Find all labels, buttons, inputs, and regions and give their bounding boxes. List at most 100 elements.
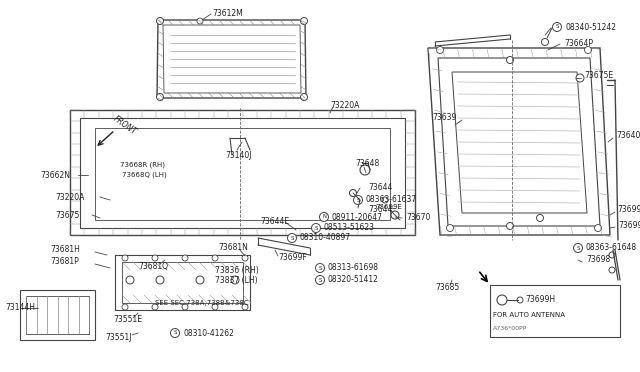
Circle shape bbox=[126, 276, 134, 284]
Circle shape bbox=[506, 57, 513, 64]
Circle shape bbox=[242, 255, 248, 261]
Text: S: S bbox=[291, 235, 294, 241]
Circle shape bbox=[576, 74, 584, 82]
Circle shape bbox=[122, 255, 128, 261]
Circle shape bbox=[301, 93, 307, 100]
Text: S: S bbox=[356, 198, 360, 202]
Circle shape bbox=[436, 46, 444, 54]
Circle shape bbox=[242, 304, 248, 310]
Text: S: S bbox=[318, 266, 322, 270]
Circle shape bbox=[517, 297, 523, 303]
Circle shape bbox=[353, 196, 362, 205]
Circle shape bbox=[573, 244, 582, 253]
Circle shape bbox=[182, 304, 188, 310]
Circle shape bbox=[152, 304, 158, 310]
Text: 73664P: 73664P bbox=[564, 38, 593, 48]
Circle shape bbox=[157, 93, 163, 100]
Circle shape bbox=[316, 276, 324, 285]
Circle shape bbox=[312, 224, 321, 232]
Circle shape bbox=[552, 22, 561, 32]
Text: FOR AUTO ANTENNA: FOR AUTO ANTENNA bbox=[493, 312, 565, 318]
Text: A736*00PP: A736*00PP bbox=[493, 326, 527, 330]
Text: 73612M: 73612M bbox=[212, 10, 243, 19]
Text: S: S bbox=[173, 330, 177, 336]
Text: 73648: 73648 bbox=[355, 158, 380, 167]
Circle shape bbox=[182, 255, 188, 261]
Text: 73220A: 73220A bbox=[55, 192, 84, 202]
Text: 08911-20647: 08911-20647 bbox=[332, 212, 383, 221]
Text: 73668R (RH): 73668R (RH) bbox=[120, 162, 165, 168]
Text: 73681N: 73681N bbox=[218, 244, 248, 253]
Text: 73220A: 73220A bbox=[330, 100, 360, 109]
Text: S: S bbox=[556, 25, 559, 29]
Text: 08513-51623: 08513-51623 bbox=[324, 224, 375, 232]
Circle shape bbox=[360, 165, 370, 175]
Circle shape bbox=[197, 18, 203, 24]
Text: 73837 (LH): 73837 (LH) bbox=[215, 276, 258, 285]
Text: 73662N: 73662N bbox=[40, 170, 70, 180]
Circle shape bbox=[447, 224, 454, 231]
Circle shape bbox=[231, 276, 239, 284]
Text: S: S bbox=[576, 246, 580, 250]
Text: 73668Q (LH): 73668Q (LH) bbox=[122, 172, 167, 178]
Circle shape bbox=[170, 328, 179, 337]
Circle shape bbox=[506, 222, 513, 230]
Text: 73681H: 73681H bbox=[50, 246, 80, 254]
Text: 73675E: 73675E bbox=[584, 71, 613, 80]
Text: 08313-61698: 08313-61698 bbox=[328, 263, 379, 273]
Circle shape bbox=[391, 211, 399, 219]
Text: 73698: 73698 bbox=[586, 256, 611, 264]
Text: 73551J: 73551J bbox=[105, 333, 131, 341]
Circle shape bbox=[196, 276, 204, 284]
Text: 08310-40897: 08310-40897 bbox=[300, 234, 351, 243]
Text: 08363-61648: 08363-61648 bbox=[586, 244, 637, 253]
Text: 73140J: 73140J bbox=[225, 151, 252, 160]
Circle shape bbox=[156, 276, 164, 284]
Circle shape bbox=[152, 255, 158, 261]
Text: FRONT: FRONT bbox=[112, 114, 138, 136]
Circle shape bbox=[541, 38, 548, 45]
Text: 73670: 73670 bbox=[406, 212, 430, 221]
Circle shape bbox=[609, 267, 615, 273]
Circle shape bbox=[287, 234, 296, 243]
Circle shape bbox=[319, 212, 328, 221]
Circle shape bbox=[584, 46, 591, 54]
Text: 73699H: 73699H bbox=[525, 295, 555, 305]
Circle shape bbox=[212, 304, 218, 310]
Text: N: N bbox=[322, 215, 326, 219]
Circle shape bbox=[609, 252, 615, 258]
Text: 08363-61637: 08363-61637 bbox=[366, 196, 417, 205]
Text: 73644: 73644 bbox=[368, 205, 392, 215]
Text: 73675: 73675 bbox=[55, 211, 79, 219]
Text: 73640: 73640 bbox=[616, 131, 640, 140]
Text: 73681P: 73681P bbox=[50, 257, 79, 266]
Bar bbox=[490, 285, 620, 337]
Text: S: S bbox=[318, 278, 322, 282]
Circle shape bbox=[497, 295, 507, 305]
Circle shape bbox=[122, 304, 128, 310]
Text: 73551E: 73551E bbox=[113, 315, 142, 324]
Text: 73836 (RH): 73836 (RH) bbox=[215, 266, 259, 275]
Text: 73144H: 73144H bbox=[5, 304, 35, 312]
Text: 73699J: 73699J bbox=[618, 221, 640, 230]
Circle shape bbox=[157, 17, 163, 25]
Text: 73644E: 73644E bbox=[260, 218, 289, 227]
Text: 73685: 73685 bbox=[435, 283, 460, 292]
Text: 73639: 73639 bbox=[432, 113, 456, 122]
Text: 08320-51412: 08320-51412 bbox=[328, 276, 379, 285]
Text: 73699E: 73699E bbox=[375, 204, 402, 210]
Circle shape bbox=[536, 215, 543, 221]
Text: 73644: 73644 bbox=[368, 183, 392, 192]
Text: 08340-51242: 08340-51242 bbox=[565, 22, 616, 32]
Text: 08310-41262: 08310-41262 bbox=[183, 328, 234, 337]
Text: 73699F: 73699F bbox=[278, 253, 307, 263]
Text: 73681Q: 73681Q bbox=[138, 262, 168, 270]
Circle shape bbox=[595, 224, 602, 231]
Circle shape bbox=[349, 189, 356, 196]
Circle shape bbox=[316, 263, 324, 273]
Circle shape bbox=[212, 255, 218, 261]
Text: 73699: 73699 bbox=[617, 205, 640, 215]
Text: SEE SEC.738A,738B&738C: SEE SEC.738A,738B&738C bbox=[155, 300, 248, 306]
Circle shape bbox=[301, 17, 307, 25]
Circle shape bbox=[382, 197, 388, 203]
